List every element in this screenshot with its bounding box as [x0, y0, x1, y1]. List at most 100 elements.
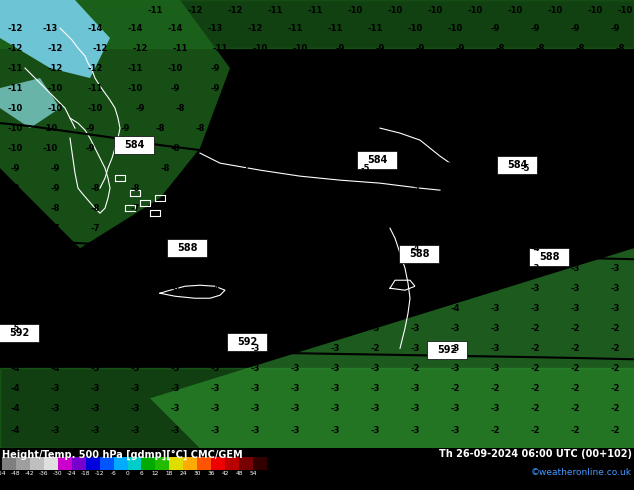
- Text: -5: -5: [476, 123, 485, 133]
- Text: -2: -2: [530, 324, 540, 333]
- Text: -4: -4: [570, 204, 579, 213]
- Text: -3: -3: [571, 264, 579, 273]
- Text: -4: -4: [450, 304, 460, 313]
- Text: -7: -7: [171, 204, 179, 213]
- Text: -10: -10: [427, 5, 443, 15]
- Text: -2: -2: [450, 384, 460, 393]
- Text: -4: -4: [410, 204, 420, 213]
- Text: -8: -8: [50, 204, 60, 213]
- Text: -5: -5: [605, 164, 615, 172]
- Text: -10: -10: [507, 5, 522, 15]
- Text: -7: -7: [530, 84, 540, 93]
- Text: -3: -3: [611, 204, 619, 213]
- Text: -7: -7: [131, 204, 139, 213]
- Text: -4: -4: [490, 244, 500, 253]
- Text: -3: -3: [330, 324, 340, 333]
- Text: -2: -2: [530, 426, 540, 435]
- Text: -3: -3: [450, 324, 460, 333]
- Text: -3: -3: [450, 426, 460, 435]
- Text: -11: -11: [307, 5, 323, 15]
- Text: -5: -5: [395, 123, 404, 133]
- Text: Height/Temp. 500 hPa [gdmp][°C] CMC/GEM: Height/Temp. 500 hPa [gdmp][°C] CMC/GEM: [2, 449, 243, 460]
- Text: -18: -18: [81, 471, 91, 476]
- Text: -5: -5: [250, 264, 260, 273]
- Text: -3: -3: [290, 404, 300, 413]
- Text: -10: -10: [48, 103, 63, 113]
- Text: -9: -9: [135, 103, 145, 113]
- Text: -12: -12: [187, 5, 203, 15]
- Text: -2: -2: [530, 384, 540, 393]
- Text: -5: -5: [90, 304, 100, 313]
- Text: -6: -6: [315, 123, 325, 133]
- Text: -5: -5: [330, 244, 340, 253]
- Text: -7: -7: [611, 84, 619, 93]
- Text: -6: -6: [290, 184, 300, 193]
- Text: -12: -12: [95, 471, 105, 476]
- Text: -12: -12: [8, 44, 23, 52]
- Text: -5: -5: [595, 123, 605, 133]
- Text: -5: -5: [615, 103, 624, 113]
- Text: -3: -3: [50, 404, 60, 413]
- Bar: [183, 457, 197, 470]
- Text: -4: -4: [50, 344, 60, 353]
- Text: -11: -11: [8, 64, 23, 73]
- Text: -42: -42: [25, 471, 35, 476]
- Text: -3: -3: [290, 324, 300, 333]
- Text: -4: -4: [171, 304, 180, 313]
- Text: -5: -5: [250, 223, 260, 233]
- Text: -4: -4: [330, 264, 340, 273]
- Text: -11: -11: [172, 44, 188, 52]
- Text: -4: -4: [330, 284, 340, 293]
- Text: -5: -5: [560, 164, 570, 172]
- Text: -5: -5: [480, 164, 489, 172]
- Text: -7: -7: [171, 184, 179, 193]
- Text: 6: 6: [139, 471, 143, 476]
- Text: -10: -10: [408, 24, 423, 32]
- Text: -5: -5: [370, 223, 380, 233]
- Text: -5: -5: [290, 264, 300, 273]
- Text: -4: -4: [370, 244, 380, 253]
- Text: -3: -3: [530, 264, 540, 273]
- Text: -5: -5: [555, 123, 565, 133]
- Text: -3: -3: [410, 344, 420, 353]
- Text: -3: -3: [571, 304, 579, 313]
- Text: -3: -3: [171, 384, 179, 393]
- Text: -5: -5: [530, 144, 540, 152]
- Text: -2: -2: [570, 364, 579, 373]
- Text: -5: -5: [370, 204, 380, 213]
- Text: -6: -6: [370, 144, 380, 152]
- Text: -9: -9: [210, 64, 220, 73]
- Text: -3: -3: [530, 304, 540, 313]
- Text: -3: -3: [90, 384, 100, 393]
- Text: 584: 584: [124, 140, 144, 150]
- Text: -4: -4: [450, 244, 460, 253]
- Text: -6: -6: [210, 204, 220, 213]
- Text: -4: -4: [370, 264, 380, 273]
- Text: -8: -8: [535, 44, 545, 52]
- Text: -9: -9: [171, 84, 179, 93]
- Bar: [197, 457, 211, 470]
- Text: -6: -6: [171, 223, 180, 233]
- Text: -3: -3: [410, 426, 420, 435]
- Text: -5: -5: [330, 184, 340, 193]
- Text: -7: -7: [290, 144, 300, 152]
- Text: -5: -5: [570, 144, 579, 152]
- Text: -3: -3: [330, 384, 340, 393]
- Text: -6: -6: [335, 103, 345, 113]
- Text: -7: -7: [10, 264, 20, 273]
- Text: -2: -2: [490, 426, 500, 435]
- Text: -6: -6: [10, 304, 20, 313]
- Text: -9: -9: [50, 184, 60, 193]
- Text: -3: -3: [131, 384, 139, 393]
- Text: -7: -7: [571, 84, 579, 93]
- Text: 12: 12: [152, 471, 159, 476]
- Text: -9: -9: [611, 24, 619, 32]
- Text: -3: -3: [250, 426, 260, 435]
- FancyBboxPatch shape: [0, 324, 39, 343]
- Text: 584: 584: [507, 160, 527, 170]
- Text: -3: -3: [250, 404, 260, 413]
- Text: -2: -2: [530, 364, 540, 373]
- Text: -9: -9: [10, 204, 20, 213]
- Bar: [253, 457, 267, 470]
- Text: -11: -11: [367, 24, 383, 32]
